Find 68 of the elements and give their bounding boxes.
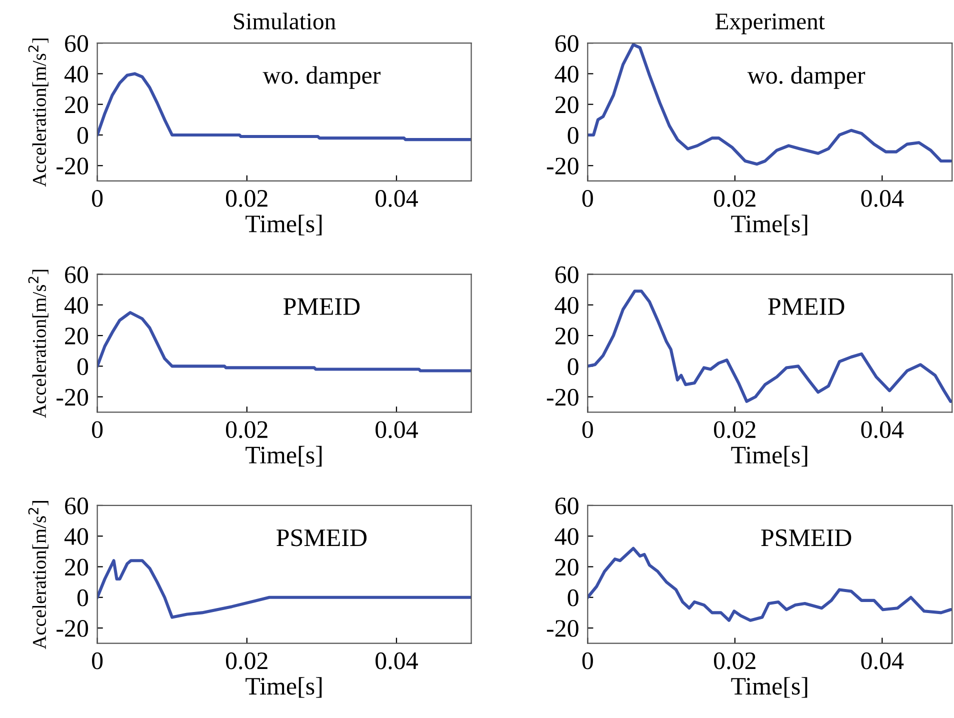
x-axis-title: Time[s] (731, 446, 808, 467)
y-tick-label: 60 (65, 498, 88, 514)
y-tick-label: 60 (65, 266, 88, 284)
y-tick-label: -20 (546, 388, 578, 406)
x-tick-label: 0 (92, 190, 103, 207)
y-tick-label: 40 (554, 296, 578, 314)
y-tick-label: 60 (555, 266, 578, 284)
x-tick-label: 0.04 (861, 421, 904, 438)
y-tick-label: 60 (555, 498, 578, 514)
y-tick-label: 20 (65, 328, 88, 344)
y-axis-title: Acceleration[m/s$^{2}$] (28, 501, 48, 650)
line-series (588, 290, 952, 403)
line-series (588, 546, 952, 622)
x-tick-label: 0.02 (714, 421, 756, 438)
y-tick-label: -20 (546, 620, 578, 637)
y-tick-label: 0 (77, 127, 88, 144)
chart-title: Experiment (715, 14, 825, 34)
x-tick-label: 0 (582, 190, 593, 207)
x-tick-label: 0 (92, 421, 103, 438)
y-tick-label: 20 (65, 96, 88, 114)
annotation: PSMEID (276, 529, 367, 546)
x-tick-label: 0.04 (861, 652, 904, 670)
y-axis-title: Acceleration[m/s$^{2}$] (28, 270, 48, 418)
y-tick-label: 0 (568, 358, 578, 376)
x-axis-title: Time[s] (731, 214, 808, 236)
y-tick-label: -20 (56, 388, 88, 406)
y-tick-label: 20 (555, 96, 578, 114)
x-tick-label: 0.02 (226, 652, 268, 670)
annotation: wo. damper (747, 66, 866, 89)
y-tick-label: 0 (77, 589, 88, 606)
x-axis-title: Time[s] (731, 677, 808, 698)
x-tick-label: 0.04 (376, 190, 418, 207)
y-tick-label: 60 (555, 35, 578, 52)
x-tick-label: 0.02 (714, 190, 756, 207)
x-tick-label: 0.02 (226, 190, 268, 207)
annotation: wo. damper (262, 66, 380, 89)
x-tick-label: 0.04 (861, 190, 904, 207)
x-tick-label: 0 (582, 652, 593, 670)
y-tick-label: 40 (554, 66, 578, 83)
y-tick-label: 0 (568, 589, 578, 606)
annotation: PMEID (768, 298, 844, 315)
y-tick-label: 20 (65, 558, 88, 576)
y-tick-label: 0 (568, 127, 578, 144)
y-axis-title: Acceleration[m/s$^{2}$] (28, 38, 48, 187)
y-tick-label: 40 (554, 528, 578, 546)
line-series (97, 559, 472, 619)
y-tick-label: 20 (555, 558, 578, 576)
y-tick-label: 0 (77, 358, 88, 376)
y-tick-label: 60 (65, 35, 88, 52)
annotation: PMEID (284, 298, 360, 315)
x-tick-label: 0.02 (714, 652, 756, 670)
x-tick-label: 0 (92, 652, 103, 670)
x-tick-label: 0 (582, 421, 593, 438)
x-axis-title: Time[s] (246, 214, 322, 236)
x-tick-label: 0.02 (226, 421, 268, 438)
y-tick-label: -20 (56, 158, 88, 175)
x-tick-label: 0.04 (376, 652, 418, 670)
x-tick-label: 0.04 (376, 421, 418, 438)
y-tick-label: 40 (64, 296, 88, 314)
y-tick-label: 40 (64, 528, 88, 546)
chart-title: Simulation (234, 12, 336, 30)
y-tick-label: -20 (546, 158, 578, 175)
annotation: PSMEID (761, 529, 852, 546)
x-axis-title: Time[s] (246, 446, 322, 467)
x-axis-title: Time[s] (246, 677, 322, 698)
y-tick-label: 20 (555, 328, 578, 344)
y-tick-label: -20 (56, 620, 88, 637)
y-tick-label: 40 (64, 66, 88, 83)
